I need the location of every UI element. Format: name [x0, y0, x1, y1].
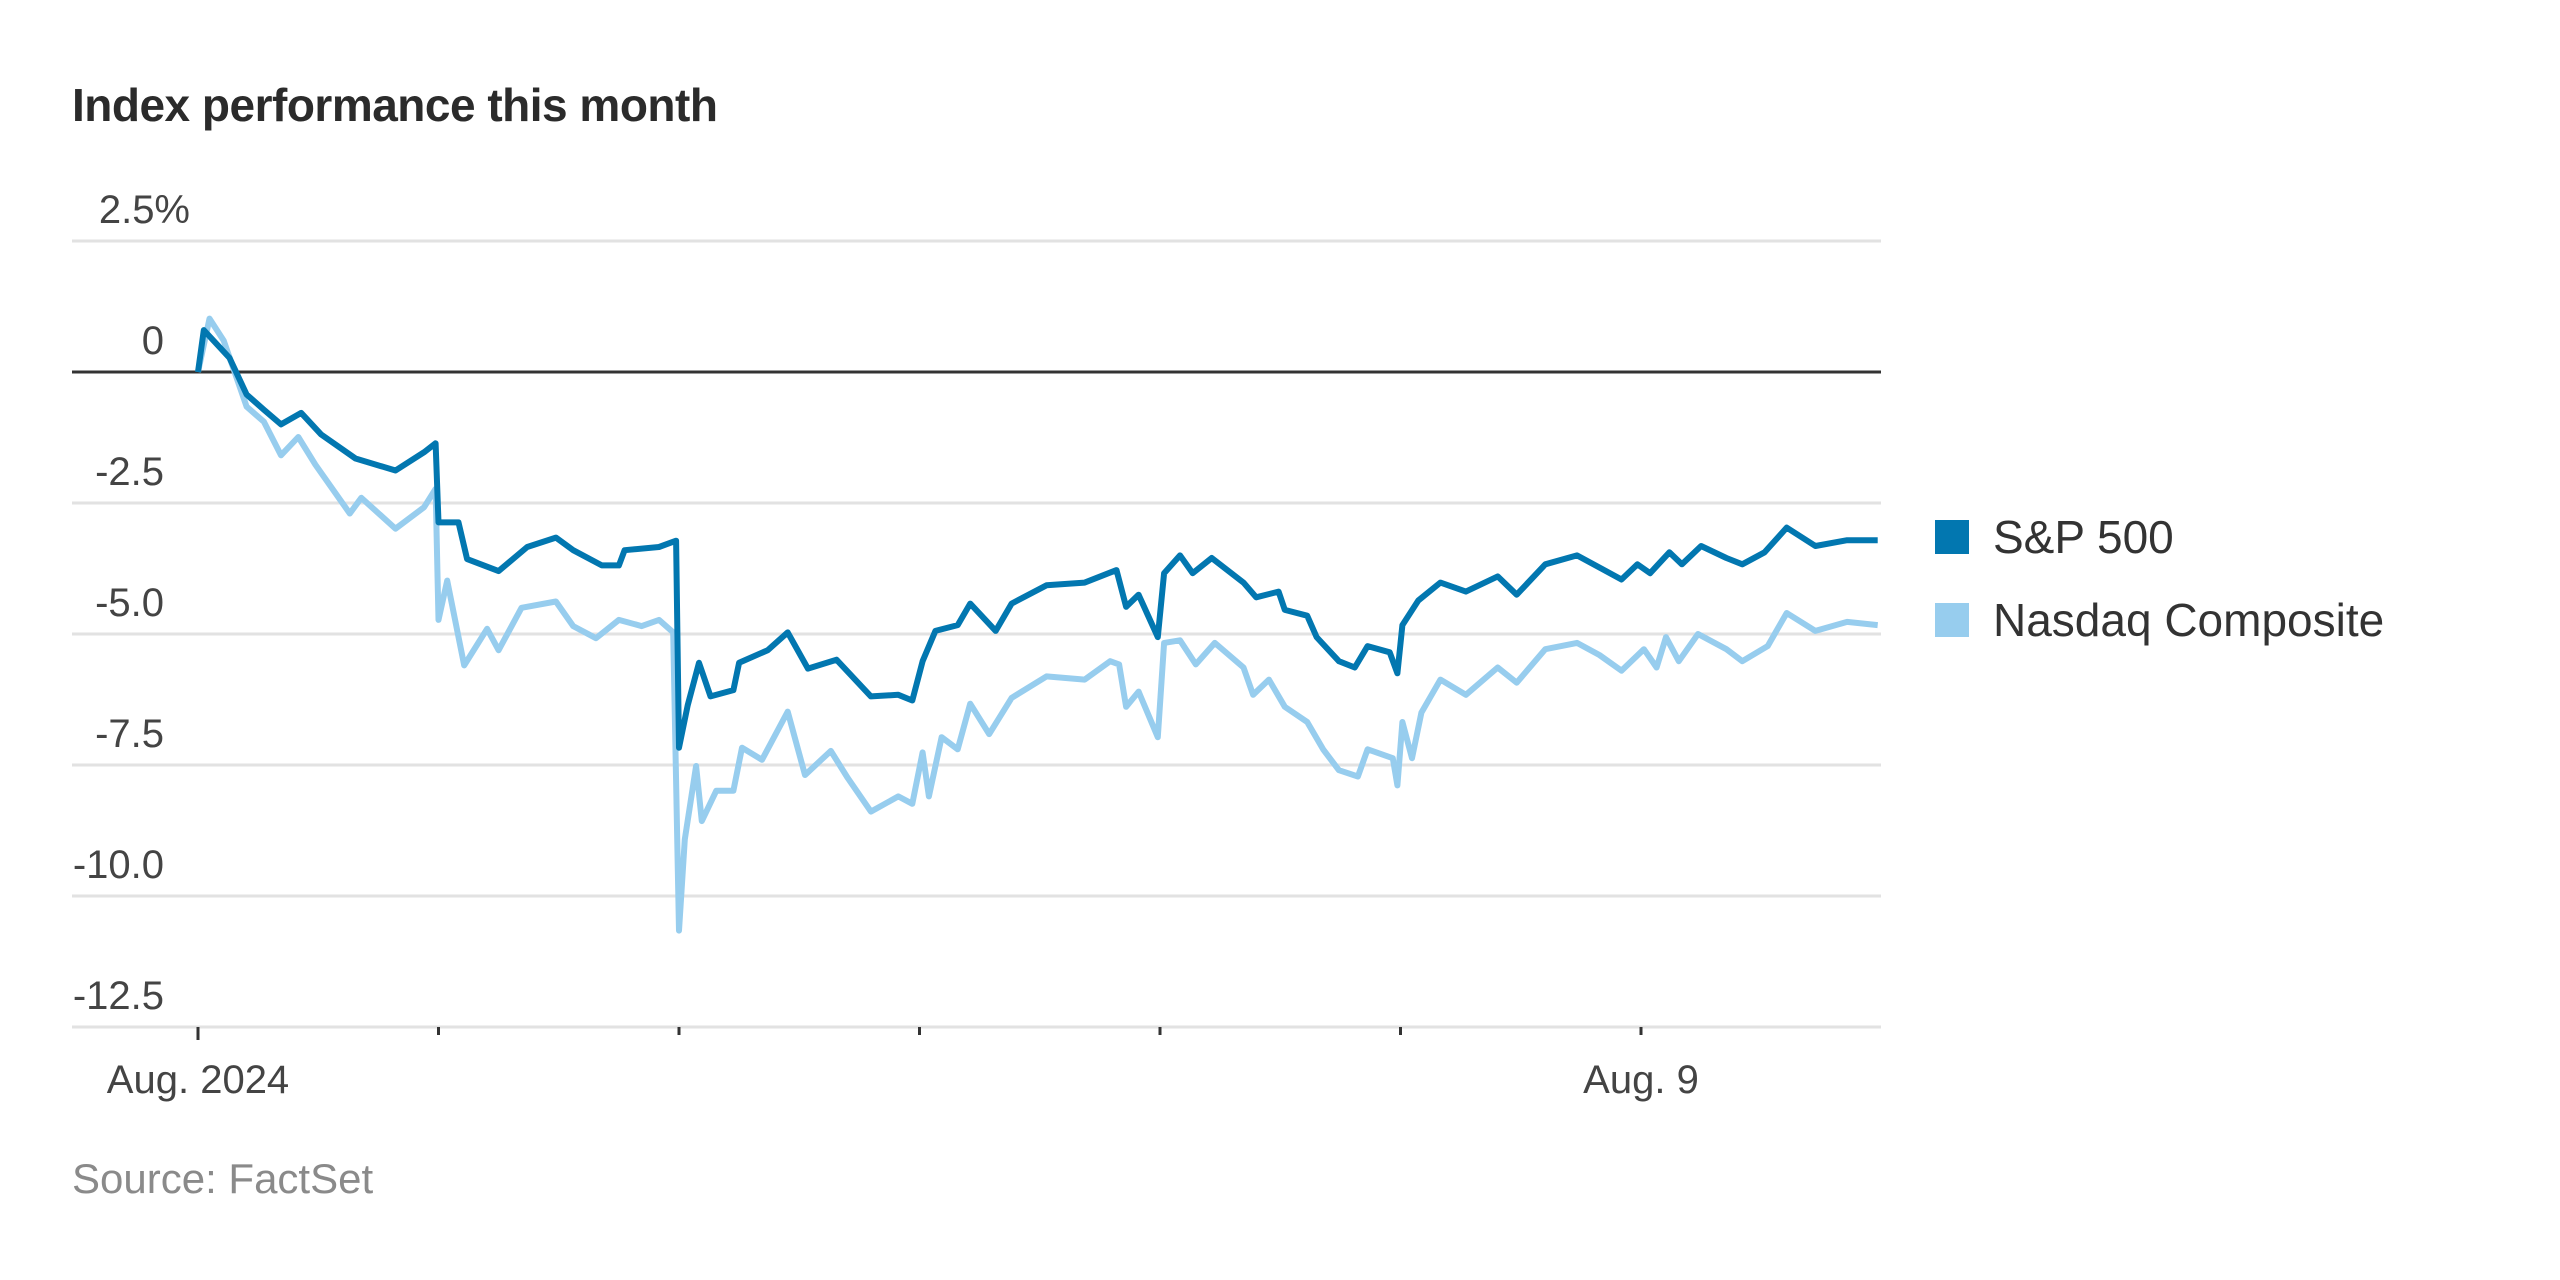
y-tick-label: -12.5 — [73, 974, 164, 1018]
series-line-nasdaq — [195, 315, 1879, 934]
chart-title: Index performance this month — [72, 79, 718, 131]
legend-swatch-sp500 — [1935, 520, 1969, 554]
y-tick-label: 0 — [142, 319, 164, 363]
y-tick-label: 2.5% — [99, 188, 190, 232]
legend-item-nasdaq: Nasdaq Composite — [1935, 593, 2384, 647]
x-axis: Aug. 2024 Aug. 9 — [107, 1027, 1699, 1102]
y-tick-label: -10.0 — [73, 843, 164, 887]
legend-label-nasdaq: Nasdaq Composite — [1993, 594, 2385, 646]
legend-label-sp500: S&P 500 — [1993, 511, 2174, 563]
legend-swatch-nasdaq — [1935, 603, 1969, 637]
x-tick-label: Aug. 9 — [1583, 1058, 1699, 1102]
gridlines — [72, 239, 1881, 1029]
series-line-sp500 — [195, 327, 1878, 751]
y-tick-label: -5.0 — [95, 581, 164, 625]
y-tick-label: -2.5 — [95, 450, 164, 494]
series-lines — [195, 315, 1879, 934]
x-tick-label: Aug. 2024 — [107, 1058, 289, 1102]
source-note: Source: FactSet — [72, 1155, 374, 1202]
y-axis-labels: 2.5% 0 -2.5 -5.0 -7.5 -10.0 -12.5 — [73, 188, 190, 1018]
legend-item-sp500: S&P 500 — [1935, 510, 2174, 564]
y-tick-label: -7.5 — [95, 712, 164, 756]
